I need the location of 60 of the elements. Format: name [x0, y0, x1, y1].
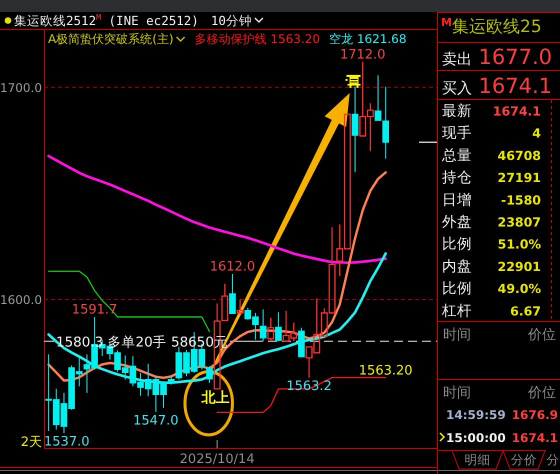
text: 51.0% [498, 236, 542, 252]
candlestick [275, 312, 282, 342]
annotation: 1547.0 [133, 413, 179, 428]
text: 买入 [442, 79, 472, 97]
text: 27191 [498, 170, 541, 186]
text: 时间 [443, 327, 471, 343]
text: 比例 [442, 280, 472, 298]
text: 22901 [498, 258, 541, 274]
text: 内盘 [442, 258, 472, 275]
text: 时间 [443, 385, 471, 401]
text: 现手 [442, 124, 472, 142]
text: 外盘 [442, 214, 472, 230]
candlestick [236, 298, 244, 314]
text: 分 [546, 452, 560, 467]
x-tick-label: 2025/10/14 [180, 452, 255, 467]
text: 14:59:59 [446, 408, 506, 422]
line-series [216, 376, 386, 413]
text: 总量 [441, 146, 472, 164]
y-tick-label: 1700.0 [0, 80, 42, 95]
text: 价位 [527, 385, 556, 401]
candlestick [267, 317, 274, 342]
text: -1580 [501, 192, 542, 208]
text: 46708 [498, 148, 541, 163]
text: 明细 [464, 452, 490, 467]
text: 空龙 1621.68 [329, 32, 406, 46]
annotation: 1612.0 [210, 260, 256, 275]
data-label: 1563.20 [358, 364, 413, 379]
text: 1674.1 [512, 431, 558, 445]
text: 卖出 [442, 50, 472, 68]
text: 杠杆 [441, 302, 472, 320]
text: 1674.1 [492, 104, 541, 118]
text: 持仓 [442, 169, 472, 186]
text: 10分钟 [210, 13, 252, 28]
chart-title: 集运欧线2512$^{M}$ (INE ec2512) [14, 12, 199, 28]
text: 15:00:00 [446, 431, 506, 445]
text: 23807 [498, 214, 541, 230]
candlestick [260, 308, 266, 342]
text: 最新 [442, 102, 472, 120]
text: 1677.0 [478, 45, 552, 69]
candlestick [229, 274, 236, 314]
text: 1674.1 [478, 74, 552, 98]
annotation: 北上 [200, 390, 230, 406]
y-tick-label: 1600.0 [0, 292, 42, 307]
text: 1676.9 [512, 408, 558, 422]
text: 日增 [442, 191, 472, 208]
text: 比例 [442, 236, 472, 253]
text: 6.67 [510, 303, 541, 318]
text: 49.0% [498, 281, 542, 296]
candlestick [206, 366, 213, 384]
text: 2天 [20, 435, 42, 450]
annotation: 1537.0 [44, 434, 90, 450]
text: $^{M}$集运欧线25 [441, 16, 542, 37]
text: 价位 [527, 327, 556, 343]
chart-subtitle: A极简蛰伏突破系统(主) [48, 32, 174, 46]
line-series [48, 270, 210, 332]
text: 4 [532, 126, 542, 141]
text: 分价 [511, 452, 537, 467]
text: 多移动保护线 1563.20 [194, 32, 320, 46]
candlestick [298, 327, 305, 358]
annotation: 1712.0 [340, 47, 386, 62]
